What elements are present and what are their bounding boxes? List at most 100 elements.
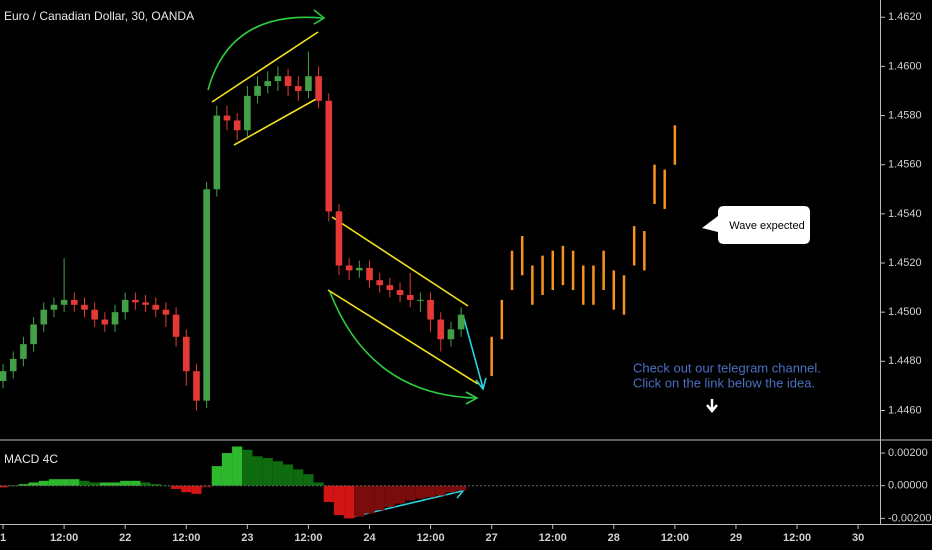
candle-body (172, 314, 180, 337)
x-tick-label: 12:00 (172, 532, 200, 544)
arc-arrow (207, 16, 323, 91)
macd-bar (374, 485, 385, 511)
macd-bar (272, 461, 283, 486)
candle-body (244, 95, 251, 131)
channel-line (331, 216, 469, 307)
macd-bar (242, 449, 253, 486)
x-tick-label: 29 (730, 532, 742, 544)
candle-body (213, 115, 221, 190)
macd-bar (59, 479, 70, 486)
candle-body (111, 312, 119, 325)
candle-body (406, 294, 414, 300)
candle-body (274, 76, 282, 82)
macd-title: MACD 4C (4, 452, 58, 466)
candle-body (71, 299, 78, 305)
candle-body (40, 309, 48, 325)
candle-body (366, 267, 373, 281)
y-tick-label: 1.4460 (888, 404, 922, 416)
callout-text: Wave expected (729, 220, 804, 232)
y-tick-label: -0.00200 (888, 512, 931, 524)
macd-bar (344, 485, 355, 519)
macd-bar (323, 485, 334, 503)
y-tick-label: 1.4600 (888, 60, 922, 72)
x-tick-label: 27 (486, 532, 498, 544)
candle-body (223, 115, 231, 121)
macd-bar (456, 485, 467, 491)
y-tick-label: 1.4580 (888, 109, 922, 121)
macd-bar (48, 479, 60, 486)
candle-body (335, 211, 343, 266)
candle-body (193, 371, 200, 401)
y-tick-label: 1.4560 (888, 159, 922, 171)
macd-bar (69, 479, 80, 486)
chart-title: Euro / Canadian Dollar, 30, OANDA (4, 9, 194, 23)
macd-bar (140, 482, 151, 486)
candle-body (376, 280, 383, 286)
y-tick-label: 0.00200 (888, 447, 928, 459)
candle-body (345, 265, 353, 271)
macd-bar (394, 485, 406, 504)
macd-bar (303, 474, 314, 486)
macd-bar (293, 469, 304, 486)
y-tick-label: 0.00000 (888, 480, 928, 492)
candle-body (437, 319, 445, 340)
candle-body (50, 304, 58, 310)
note-text: Click on the link below the idea. (633, 375, 815, 390)
candle-body (142, 302, 149, 305)
candle-body (325, 100, 333, 212)
macd-bar (18, 484, 29, 486)
macd-bar (89, 482, 100, 486)
macd-bar (28, 482, 39, 486)
x-tick-label: 12:00 (661, 532, 689, 544)
down-arrow (706, 399, 718, 413)
macd-bar (262, 457, 273, 486)
macd-bar (282, 464, 294, 486)
drawings (207, 9, 718, 518)
y-tick-label: 1.4620 (888, 11, 922, 23)
candle-body (294, 86, 302, 91)
candle-body (254, 86, 261, 96)
candle-body (132, 299, 139, 303)
channel-line (327, 289, 479, 385)
macd-bar (384, 485, 395, 507)
x-tick-label: 1 (0, 532, 6, 544)
channel-line (211, 31, 319, 103)
candle-body (457, 314, 465, 330)
x-tick-label: 30 (852, 532, 864, 544)
macd-bar (405, 485, 416, 501)
x-tick-label: 28 (608, 532, 620, 544)
x-tick-label: 23 (241, 532, 253, 544)
macd-bar (38, 480, 49, 486)
candle-body (417, 299, 424, 301)
y-tick-label: 1.4520 (888, 257, 922, 269)
macd-bar (201, 485, 212, 488)
macd-bar (130, 480, 141, 486)
candle-body (315, 76, 322, 101)
arc-arrow (329, 291, 477, 399)
macd-bar (150, 484, 161, 486)
macd-bar (221, 453, 233, 486)
candle-body (264, 81, 272, 87)
candle-body (162, 309, 170, 315)
candle-body (356, 267, 363, 271)
candle-body (60, 299, 68, 305)
x-tick-label: 22 (119, 532, 131, 544)
candle-body (9, 358, 17, 372)
candle-body (203, 189, 210, 401)
candle-body (447, 329, 455, 340)
x-tick-label: 12:00 (294, 532, 322, 544)
candle-body (396, 290, 404, 295)
cyan-arrow (462, 314, 487, 391)
y-tick-label: 1.4500 (888, 306, 922, 318)
x-tick-label: 12:00 (539, 532, 567, 544)
candle-body (121, 299, 129, 313)
candle-body (101, 319, 109, 325)
candle-body (91, 309, 98, 320)
arrow-head (313, 9, 326, 25)
x-tick-label: 12:00 (50, 532, 78, 544)
macd-bar (354, 485, 365, 517)
callout-box (702, 206, 810, 244)
macd-bar (333, 485, 345, 516)
candle-body (305, 76, 312, 91)
